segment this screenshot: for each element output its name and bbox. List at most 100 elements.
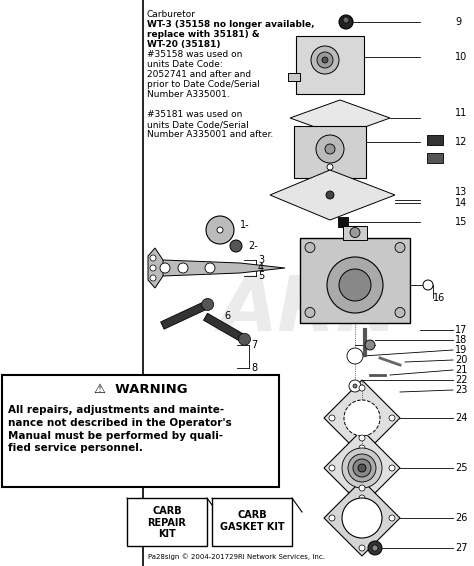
Circle shape: [150, 255, 156, 261]
Circle shape: [311, 46, 339, 74]
Text: 15: 15: [455, 217, 467, 227]
Text: CARB
GASKET KIT: CARB GASKET KIT: [219, 510, 284, 531]
Bar: [127, 498, 207, 546]
Text: 27: 27: [455, 543, 467, 553]
Text: 16: 16: [433, 293, 445, 303]
Text: 11: 11: [455, 108, 467, 118]
Text: units Date Code/Serial: units Date Code/Serial: [147, 120, 249, 129]
Bar: [294, 126, 366, 178]
Circle shape: [339, 15, 353, 29]
Circle shape: [349, 380, 361, 392]
Polygon shape: [148, 248, 163, 288]
Text: prior to Date Code/Serial: prior to Date Code/Serial: [147, 80, 260, 89]
Text: WT-20 (35181): WT-20 (35181): [147, 40, 220, 49]
Circle shape: [160, 263, 170, 273]
Text: Number A335001 and after.: Number A335001 and after.: [147, 130, 273, 139]
Circle shape: [343, 17, 349, 23]
Circle shape: [329, 415, 335, 421]
Text: 22: 22: [455, 375, 467, 385]
Circle shape: [342, 498, 382, 538]
Polygon shape: [161, 301, 210, 329]
Bar: [300, 238, 410, 323]
Circle shape: [325, 144, 335, 154]
Circle shape: [317, 52, 333, 68]
Circle shape: [359, 485, 365, 491]
Polygon shape: [290, 100, 390, 136]
Circle shape: [344, 400, 380, 436]
Circle shape: [327, 257, 383, 313]
Text: ⚠  WARNING: ⚠ WARNING: [94, 383, 187, 396]
Text: replace with 35181) &: replace with 35181) &: [147, 30, 260, 39]
Text: 19: 19: [455, 345, 467, 355]
Text: Pa28sign © 2004-201729RI Network Services, Inc.: Pa28sign © 2004-201729RI Network Service…: [148, 554, 326, 560]
Text: 3: 3: [258, 255, 264, 265]
Circle shape: [326, 191, 334, 199]
Circle shape: [358, 464, 366, 472]
Circle shape: [322, 57, 328, 63]
Circle shape: [305, 307, 315, 318]
Bar: [338, 217, 348, 227]
Circle shape: [359, 385, 365, 391]
Text: 12: 12: [455, 137, 467, 147]
Bar: [343, 225, 367, 239]
Polygon shape: [270, 170, 395, 220]
Circle shape: [206, 216, 234, 244]
Text: 2052741 and after and: 2052741 and after and: [147, 70, 251, 79]
Text: 1-: 1-: [240, 220, 250, 230]
Circle shape: [389, 415, 395, 421]
Circle shape: [230, 240, 242, 252]
Circle shape: [365, 340, 375, 350]
Polygon shape: [324, 430, 400, 506]
Bar: [427, 135, 443, 145]
Text: 25: 25: [455, 463, 467, 473]
Bar: [296, 36, 364, 94]
Text: 26: 26: [455, 513, 467, 523]
Circle shape: [359, 545, 365, 551]
Text: 24: 24: [455, 413, 467, 423]
Circle shape: [217, 227, 223, 233]
Text: 8: 8: [251, 363, 257, 373]
Bar: [427, 153, 443, 163]
Text: 23: 23: [455, 385, 467, 395]
Text: 6: 6: [224, 311, 230, 321]
Circle shape: [395, 242, 405, 252]
Bar: [288, 73, 300, 81]
Circle shape: [316, 135, 344, 163]
Circle shape: [347, 348, 363, 364]
Text: All repairs, adjustments and mainte-
nance not described in the Operator's
Manua: All repairs, adjustments and mainte- nan…: [8, 405, 232, 453]
Bar: [2, 375, 279, 487]
Text: #35181 was used on: #35181 was used on: [147, 110, 242, 119]
Circle shape: [342, 448, 382, 488]
Circle shape: [359, 435, 365, 441]
Text: Number A335001.: Number A335001.: [147, 90, 230, 99]
Circle shape: [339, 269, 371, 301]
Circle shape: [327, 164, 333, 170]
Circle shape: [395, 307, 405, 318]
Text: ARN: ARN: [219, 273, 401, 347]
Circle shape: [150, 275, 156, 281]
Polygon shape: [324, 480, 400, 556]
Polygon shape: [155, 260, 285, 276]
Circle shape: [350, 228, 360, 238]
Circle shape: [353, 384, 357, 388]
Text: 21: 21: [455, 365, 467, 375]
Text: 5: 5: [258, 271, 264, 281]
Text: 10: 10: [455, 52, 467, 62]
Text: 13: 13: [455, 187, 467, 197]
Text: WT-3 (35158 no longer available,: WT-3 (35158 no longer available,: [147, 20, 315, 29]
Text: 2-: 2-: [248, 241, 258, 251]
Text: 18: 18: [455, 335, 467, 345]
Circle shape: [238, 333, 250, 345]
Text: CARB
REPAIR
KIT: CARB REPAIR KIT: [147, 506, 186, 539]
Text: #35158 was used on: #35158 was used on: [147, 50, 242, 59]
Circle shape: [423, 280, 433, 290]
Polygon shape: [203, 314, 246, 343]
Circle shape: [305, 242, 315, 252]
Polygon shape: [324, 380, 400, 456]
Circle shape: [150, 265, 156, 271]
Circle shape: [389, 515, 395, 521]
Circle shape: [329, 515, 335, 521]
Text: 9: 9: [455, 17, 461, 27]
Circle shape: [368, 541, 382, 555]
Text: 4: 4: [258, 263, 264, 273]
